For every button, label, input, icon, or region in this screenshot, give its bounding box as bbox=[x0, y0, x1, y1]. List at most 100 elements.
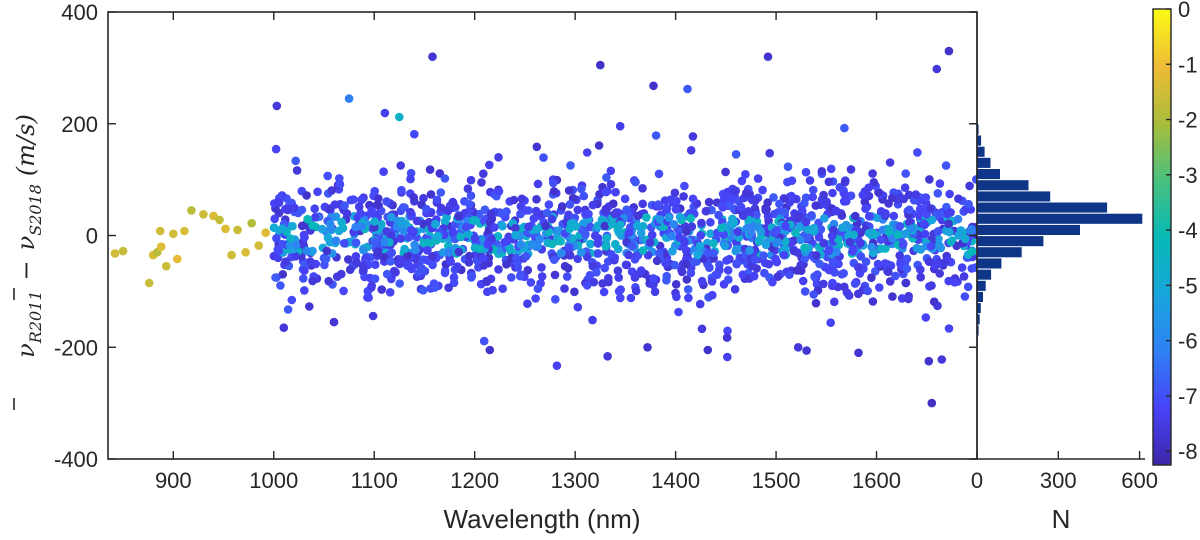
scatter-point bbox=[649, 274, 658, 283]
scatter-point bbox=[781, 221, 790, 231]
scatter-point bbox=[654, 249, 664, 258]
scatter-point bbox=[709, 238, 718, 248]
scatter-point bbox=[946, 237, 956, 247]
scatter-point bbox=[912, 243, 922, 253]
histogram-bar bbox=[977, 191, 1051, 202]
scatter-point bbox=[607, 219, 617, 229]
scatter-point bbox=[564, 186, 574, 195]
scatter-point bbox=[272, 101, 282, 111]
scatter-point bbox=[653, 200, 663, 209]
scatter-point bbox=[279, 323, 289, 333]
scatter-point bbox=[310, 204, 320, 213]
scatter-point bbox=[675, 212, 685, 222]
scatter-point bbox=[110, 249, 120, 258]
scatter-point bbox=[386, 257, 395, 266]
scatter-point bbox=[884, 227, 894, 236]
scatter-point bbox=[615, 121, 625, 131]
scatter-point bbox=[808, 185, 818, 195]
scatter-point bbox=[446, 257, 456, 267]
scatter-point bbox=[418, 286, 428, 295]
scatter-point bbox=[409, 193, 419, 202]
histogram-bar bbox=[977, 124, 979, 135]
scatter-point bbox=[254, 241, 263, 250]
scatter-point bbox=[796, 235, 805, 245]
scatter-point bbox=[940, 258, 949, 267]
scatter-point bbox=[463, 229, 473, 239]
histogram-bar bbox=[977, 291, 983, 302]
scatter-point bbox=[915, 204, 925, 214]
scatter-point bbox=[313, 187, 322, 197]
scatter-point bbox=[570, 287, 579, 297]
scatter-point bbox=[959, 272, 969, 281]
scatter-point bbox=[321, 254, 331, 264]
scatter-point bbox=[749, 271, 759, 281]
x-tick-label: 900 bbox=[155, 468, 192, 493]
scatter-point bbox=[454, 212, 463, 221]
scatter-point bbox=[683, 84, 692, 94]
scatter-point bbox=[967, 226, 976, 235]
scatter-point bbox=[327, 186, 337, 195]
scatter-point bbox=[531, 294, 540, 303]
scatter-point bbox=[542, 208, 552, 218]
colorbar bbox=[1152, 8, 1172, 466]
scatter-point bbox=[443, 206, 453, 216]
scatter-point bbox=[609, 199, 618, 208]
scatter-point bbox=[389, 266, 399, 276]
scatter-point bbox=[670, 188, 680, 198]
scatter-point bbox=[464, 258, 474, 267]
scatter-point bbox=[695, 299, 705, 309]
scatter-point bbox=[566, 161, 575, 170]
scatter-point bbox=[594, 249, 603, 258]
scatter-point bbox=[651, 131, 661, 140]
scatter-point bbox=[953, 214, 963, 224]
scatter-point bbox=[547, 239, 557, 249]
scatter-point bbox=[636, 266, 646, 275]
scatter-point bbox=[429, 279, 439, 288]
scatter-point bbox=[856, 238, 865, 248]
scatter-point bbox=[247, 218, 256, 228]
scatter-point bbox=[622, 260, 632, 270]
scatter-point bbox=[456, 232, 465, 242]
scatter-point bbox=[708, 290, 717, 300]
scatter-point bbox=[792, 266, 802, 275]
scatter-point bbox=[706, 229, 715, 238]
scatter-point bbox=[357, 195, 366, 205]
scatter-point bbox=[705, 263, 714, 273]
scatter-point bbox=[800, 287, 810, 296]
scatter-point bbox=[601, 242, 611, 251]
scatter-point bbox=[703, 248, 713, 258]
scatter-point bbox=[794, 212, 804, 221]
scatter-point bbox=[736, 202, 746, 212]
scatter-point bbox=[682, 275, 692, 284]
scatter-point bbox=[765, 148, 774, 158]
scatter-point bbox=[444, 248, 454, 257]
scatter-point bbox=[162, 261, 171, 271]
scatter-point bbox=[324, 276, 334, 286]
scatter-point bbox=[831, 206, 841, 216]
scatter-point bbox=[532, 225, 541, 234]
scatter-point bbox=[379, 167, 388, 176]
scatter-point bbox=[387, 248, 397, 257]
scatter-point bbox=[787, 176, 797, 185]
scatter-point bbox=[921, 313, 931, 322]
scatter-point bbox=[838, 223, 847, 232]
colorbar-tick-label: -2 bbox=[1178, 108, 1198, 133]
scatter-point bbox=[706, 218, 715, 227]
scatter-point bbox=[614, 287, 624, 296]
scatter-point bbox=[802, 346, 811, 355]
scatter-point bbox=[611, 187, 620, 197]
scatter-point bbox=[885, 277, 895, 286]
scatter-point bbox=[277, 224, 287, 233]
scatter-point bbox=[359, 245, 368, 255]
x-tick-label: 1300 bbox=[551, 468, 600, 493]
scatter-point bbox=[780, 207, 790, 217]
scatter-point bbox=[875, 283, 884, 292]
scatter-point bbox=[396, 255, 406, 264]
scatter-point bbox=[723, 326, 732, 336]
scatter-point bbox=[965, 181, 974, 191]
scatter-point bbox=[898, 239, 908, 248]
scatter-point bbox=[696, 231, 705, 240]
histogram-bar bbox=[977, 314, 980, 325]
scatter-point bbox=[967, 247, 977, 256]
scatter-point bbox=[556, 237, 565, 246]
